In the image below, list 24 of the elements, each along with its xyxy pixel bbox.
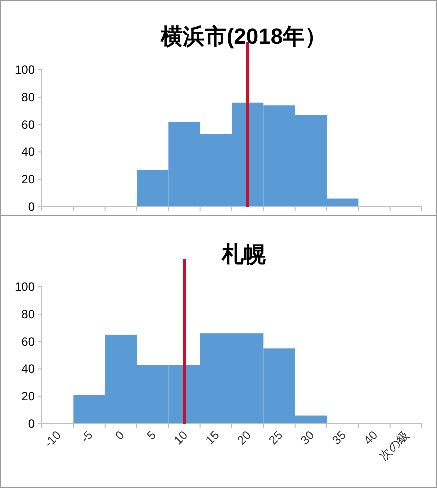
chart-title: 札幌 bbox=[221, 242, 266, 267]
chart-title: 横浜市(2018年） bbox=[160, 24, 328, 49]
y-tick-label: 40 bbox=[22, 145, 36, 160]
y-tick-label: 60 bbox=[22, 118, 36, 132]
x-tick-label: 15 bbox=[202, 428, 223, 448]
y-tick-label: 100 bbox=[14, 63, 36, 77]
x-tick-label: -10 bbox=[42, 428, 64, 450]
y-tick-label: 0 bbox=[28, 200, 36, 214]
x-tick-label: -5 bbox=[78, 428, 96, 446]
x-tick-label: 30 bbox=[298, 428, 318, 448]
y-tick-label: 80 bbox=[22, 90, 36, 104]
x-tick-label: 35 bbox=[330, 428, 350, 448]
y-tick-label: 20 bbox=[22, 390, 36, 404]
x-tick-label: 20 bbox=[234, 428, 254, 448]
y-tick-label: 80 bbox=[22, 307, 36, 322]
x-tick-label: 0 bbox=[112, 428, 128, 443]
x-tick-label: 5 bbox=[144, 428, 160, 443]
y-tick-label: 40 bbox=[22, 362, 36, 376]
y-tick-label: 20 bbox=[22, 172, 36, 187]
y-tick-label: 60 bbox=[22, 334, 36, 349]
y-tick-label: 0 bbox=[28, 417, 36, 431]
x-tick-label: 10 bbox=[171, 428, 191, 448]
y-tick-label: 100 bbox=[14, 280, 36, 294]
x-tick-label: 25 bbox=[266, 428, 286, 448]
